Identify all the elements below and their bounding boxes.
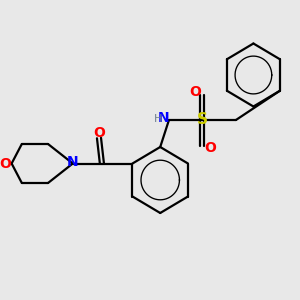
Text: O: O <box>204 142 216 155</box>
Text: S: S <box>197 112 208 128</box>
Text: H: H <box>154 113 162 124</box>
Text: N: N <box>158 112 170 125</box>
Text: O: O <box>0 157 11 170</box>
Text: O: O <box>93 126 105 140</box>
Text: N: N <box>67 155 79 169</box>
Text: O: O <box>189 85 201 98</box>
